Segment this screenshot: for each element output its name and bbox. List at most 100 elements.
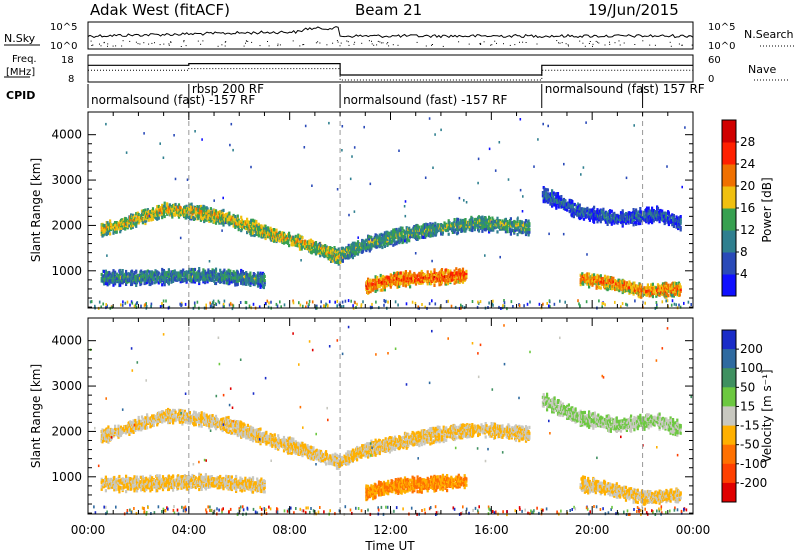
power-cell [214,269,218,273]
power-cell [456,231,460,235]
power-cell [610,222,613,226]
power-cell [546,188,549,192]
power-cell [211,268,214,272]
power-cell [606,285,609,289]
nsearch-point [361,42,363,44]
nsearch-point [490,44,492,46]
power-cell [632,292,635,296]
power-cell [614,279,617,283]
power-cell [556,200,560,204]
nsearch-point [614,42,616,44]
power-cell [214,281,218,286]
power-cell [240,273,243,277]
power-cell [236,216,239,220]
power-clutter-cell [602,301,605,305]
power-cell [484,218,487,222]
power-cell [304,241,307,245]
power-clutter-cell [656,303,658,307]
power-cell [525,224,528,228]
power-cell [121,271,124,276]
power-cell [177,213,180,217]
nsearch-point [582,42,584,44]
power-cell [325,247,328,251]
power-cell [163,206,166,210]
nsearch-point [432,44,433,45]
power-cell [219,268,222,272]
power-cell [568,198,571,202]
power-cell [679,285,682,289]
power-clutter-cell [356,302,358,306]
power-clutter-cell [325,302,327,306]
nsearch-point [584,45,586,47]
power-cell [675,215,678,219]
power-clutter-cell [299,303,302,307]
nsearch-point [386,43,388,45]
power-cell [607,275,610,279]
power-cell [121,273,124,277]
power-clutter-cell [239,301,242,304]
nsearch-point [654,44,656,46]
power-cell [263,283,266,287]
power-cell [324,244,327,248]
power-cell [486,224,489,228]
power-clutter-cell [434,302,437,306]
power-cell [251,221,255,225]
power-cell [603,278,606,282]
power-cell [115,230,118,234]
power-cell [579,280,582,284]
power-cell [645,212,648,216]
power-cell [638,214,641,218]
power-cell [170,270,173,274]
power-cell [499,227,502,231]
power-cell [361,249,365,253]
power-cell [393,232,397,236]
power-cell [388,275,391,279]
power-cell [629,281,632,286]
power-cell [251,231,255,235]
power-clutter-cell [644,301,646,305]
power-cell [446,282,449,286]
power-cell [637,210,640,214]
nsearch-point [332,42,334,44]
power-clutter-cell [454,305,457,309]
power-cell [571,214,574,218]
nsearch-point [483,41,485,43]
power-cell [185,270,188,274]
nsearch-point [503,43,504,45]
power-cell [240,227,244,231]
power-cell [673,285,676,290]
power-cell [482,221,485,225]
power-clutter-cell [320,300,322,304]
power-cell [655,286,658,290]
power-clutter-cell [180,301,183,305]
nsearch-point [279,44,281,46]
nsearch-point [268,45,270,47]
power-cell [177,215,181,219]
power-clutter-cell [626,303,629,307]
power-cell [627,219,630,223]
power-cell [325,251,328,255]
power-cell [651,282,654,286]
power-cell [473,228,476,232]
power-cell [405,226,408,230]
power-cell [389,285,392,289]
power-clutter-cell [184,302,187,306]
power-clutter-cell [411,300,414,304]
power-clutter-cell [133,304,136,308]
power-cell [282,239,285,243]
power-cell [185,213,188,217]
power-cell [243,280,246,284]
power-cell [314,243,318,247]
nsearch-point [525,42,527,43]
nsearch-point [168,43,170,45]
power-cell [240,268,243,273]
power-cell [393,239,396,243]
power-clutter-cell [447,299,449,303]
power-cell [563,203,566,207]
power-cell [202,268,205,272]
nsearch-point [326,44,328,46]
nsearch-point [135,41,137,43]
power-cell [342,252,345,256]
power-clutter-cell [526,302,529,306]
